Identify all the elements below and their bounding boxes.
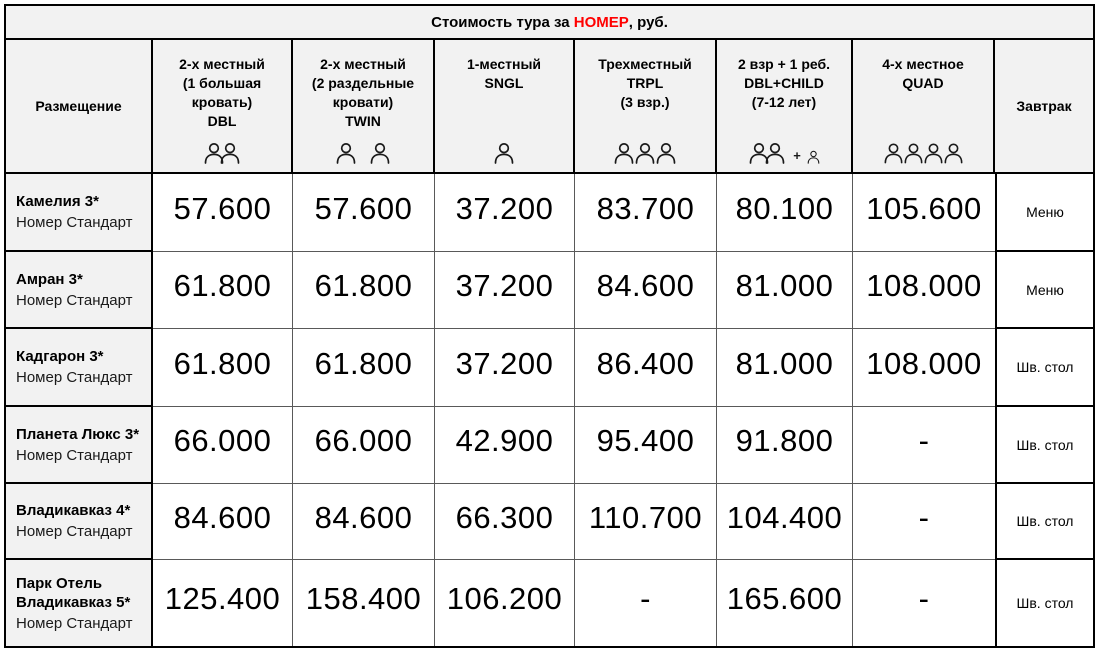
- price-cell: -: [853, 484, 995, 560]
- hotel-name: Амран 3*: [16, 270, 83, 288]
- price-cell: 81.000: [717, 252, 853, 329]
- column-header-trpl: Трехместный TRPL (3 взр.): [575, 40, 717, 174]
- price-cell: 42.900: [435, 407, 575, 484]
- price-cell: 37.200: [435, 329, 575, 407]
- price-cell: -: [575, 560, 717, 646]
- table-title-text: Стоимость тура за: [431, 13, 574, 31]
- breakfast-cell: Меню: [995, 174, 1093, 252]
- price-cell: 110.700: [575, 484, 717, 560]
- room-type: Номер Стандарт: [16, 214, 133, 231]
- four-adults-icon: [882, 142, 965, 164]
- price-cell: 61.800: [153, 252, 293, 329]
- room-type: Номер Стандарт: [16, 369, 133, 386]
- three-adults-icon: [612, 142, 678, 164]
- breakfast-cell: Шв. стол: [995, 484, 1093, 560]
- price-cell: 61.800: [153, 329, 293, 407]
- two-adults-overlapping-icon: [202, 142, 242, 164]
- price-cell: 108.000: [853, 252, 995, 329]
- price-cell: -: [853, 560, 995, 646]
- price-cell: 37.200: [435, 252, 575, 329]
- sngl-header-label: 1-местный SNGL: [466, 56, 542, 91]
- room-type: Номер Стандарт: [16, 614, 133, 632]
- room-type: Номер Стандарт: [16, 523, 133, 540]
- price-cell: 125.400: [153, 560, 293, 646]
- hotel-name: Кадгарон 3*: [16, 348, 104, 365]
- hotel-cell: Амран 3* Номер Стандарт: [6, 252, 153, 329]
- price-cell: 108.000: [853, 329, 995, 407]
- plus-sign: +: [793, 148, 801, 163]
- hotel-name: Парк Отель Владикавказ 5*: [16, 574, 131, 611]
- dbl-child-header-label: 2 взр + 1 реб. DBL+CHILD (7-12 лет): [737, 56, 831, 110]
- price-cell: 66.000: [293, 407, 435, 484]
- room-type: Номер Стандарт: [16, 446, 133, 464]
- price-cell: 86.400: [575, 329, 717, 407]
- breakfast-cell: Меню: [995, 252, 1093, 329]
- dbl-header-label: 2-х местный (1 большая кровать) DBL: [179, 56, 265, 129]
- one-adult-icon: [492, 142, 516, 164]
- price-cell: 84.600: [153, 484, 293, 560]
- hotel-name: Камелия 3*: [16, 193, 99, 210]
- two-adults-apart-icon: [334, 142, 392, 164]
- column-header-sngl: 1-местный SNGL: [435, 40, 575, 174]
- breakfast-cell: Шв. стол: [995, 329, 1093, 407]
- price-cell: 104.400: [717, 484, 853, 560]
- column-header-quad: 4-х местное QUAD: [853, 40, 995, 174]
- price-cell: 37.200: [435, 174, 575, 252]
- trpl-header-label: Трехместный TRPL (3 взр.): [598, 56, 692, 110]
- price-cell: 61.800: [293, 252, 435, 329]
- two-adults-plus-child-icon: +: [747, 142, 821, 164]
- price-cell: 66.300: [435, 484, 575, 560]
- hotel-name: Планета Люкс 3*: [16, 425, 140, 443]
- placement-header-label: Размещение: [35, 97, 122, 114]
- price-cell: 57.600: [293, 174, 435, 252]
- price-cell: 91.800: [717, 407, 853, 484]
- price-cell: 57.600: [153, 174, 293, 252]
- column-header-dbl: 2-х местный (1 большая кровать) DBL: [153, 40, 293, 174]
- twin-header-label: 2-х местный (2 раздельные кровати) TWIN: [311, 56, 415, 129]
- table-title: Стоимость тура за НОМЕР, руб.: [6, 6, 1093, 40]
- price-cell: 165.600: [717, 560, 853, 646]
- hotel-cell: Планета Люкс 3* Номер Стандарт: [6, 407, 153, 484]
- quad-header-label: 4-х местное QUAD: [882, 56, 964, 91]
- price-cell: -: [853, 407, 995, 484]
- price-cell: 80.100: [717, 174, 853, 252]
- price-cell: 81.000: [717, 329, 853, 407]
- column-header-breakfast: Завтрак: [995, 40, 1093, 174]
- breakfast-cell: Шв. стол: [995, 560, 1093, 646]
- column-header-placement: Размещение: [6, 40, 153, 174]
- table-title-highlight: НОМЕР: [573, 13, 629, 31]
- price-cell: 105.600: [853, 174, 995, 252]
- hotel-name: Владикавказ 4*: [16, 502, 131, 519]
- column-header-dbl-child: 2 взр + 1 реб. DBL+CHILD (7-12 лет) +: [717, 40, 853, 174]
- price-cell: 95.400: [575, 407, 717, 484]
- table-title-suffix: , руб.: [628, 13, 668, 31]
- price-cell: 66.000: [153, 407, 293, 484]
- price-cell: 83.700: [575, 174, 717, 252]
- hotel-cell: Камелия 3* Номер Стандарт: [6, 174, 153, 252]
- breakfast-header-label: Завтрак: [1016, 97, 1072, 114]
- price-cell: 84.600: [293, 484, 435, 560]
- price-cell: 158.400: [293, 560, 435, 646]
- price-cell: 84.600: [575, 252, 717, 329]
- price-cell: 61.800: [293, 329, 435, 407]
- column-header-twin: 2-х местный (2 раздельные кровати) TWIN: [293, 40, 435, 174]
- room-type: Номер Стандарт: [16, 291, 133, 309]
- breakfast-cell: Шв. стол: [995, 407, 1093, 484]
- price-cell: 106.200: [435, 560, 575, 646]
- hotel-cell: Владикавказ 4* Номер Стандарт: [6, 484, 153, 560]
- hotel-cell: Парк Отель Владикавказ 5* Номер Стандарт: [6, 560, 153, 646]
- tour-price-table: Стоимость тура за НОМЕР, руб. Размещение…: [4, 4, 1095, 648]
- hotel-cell: Кадгарон 3* Номер Стандарт: [6, 329, 153, 407]
